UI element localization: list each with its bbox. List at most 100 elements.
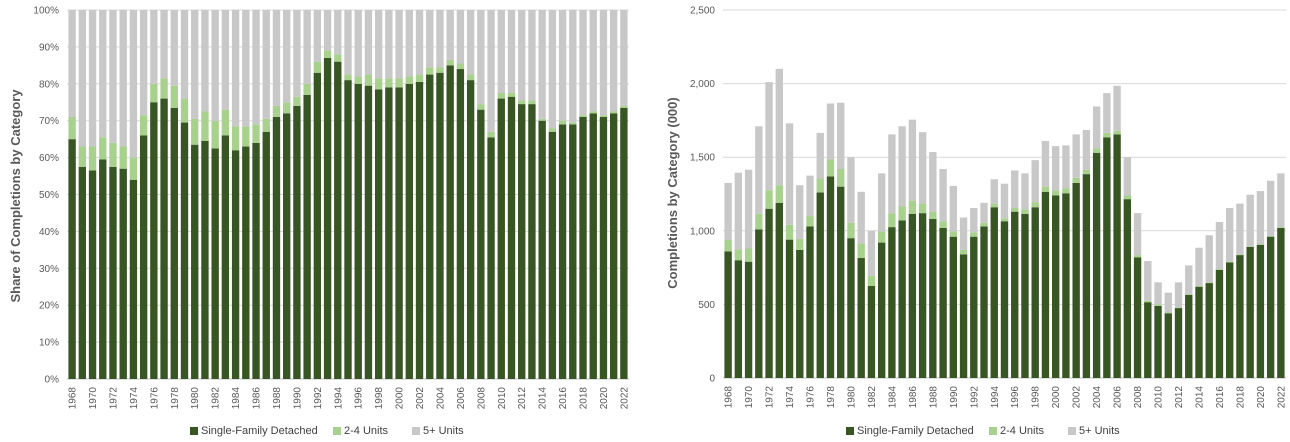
bar-segment-2-4-units-1989	[283, 102, 291, 114]
bar-segment-5-plus-units-1971	[755, 126, 763, 214]
bar-segment-5-plus-units-1981	[857, 191, 865, 244]
x-tick-label: 2018	[579, 387, 590, 410]
x-tick-label: 1990	[949, 386, 960, 409]
bar-segment-2-4-units-1991	[959, 249, 968, 255]
bar-segment-5-plus-units-1976	[806, 175, 814, 217]
y-tick-label: 20%	[39, 301, 59, 312]
bar-segment-single-family-1997	[1021, 213, 1029, 378]
y-tick-label: 80%	[39, 79, 59, 90]
bar-segment-2-4-units-2007	[1123, 195, 1132, 200]
x-tick-label: 2022	[619, 387, 630, 410]
bar-segment-single-family-1995	[1000, 221, 1009, 378]
bar-segment-2-4-units-1982	[867, 275, 876, 286]
bar-segment-single-family-2010	[497, 98, 505, 379]
bar-segment-5-plus-units-1979	[837, 102, 845, 169]
bar-segment-2-4-units-1993	[980, 222, 988, 227]
bar-segment-2-4-units-1985	[242, 126, 250, 147]
bar-segment-single-family-2007	[1123, 199, 1132, 378]
bar-segment-2-4-units-2011	[1164, 312, 1172, 314]
bar-segment-5-plus-units-1973	[119, 10, 127, 147]
bar-segment-single-family-2014	[1195, 286, 1203, 378]
bar-segment-5-plus-units-2007	[1123, 157, 1132, 196]
x-tick-label: 1990	[292, 387, 303, 410]
bar-segment-2-4-units-1990	[949, 231, 957, 237]
x-tick-label: 1972	[108, 387, 119, 410]
bar-segment-single-family-1997	[364, 85, 373, 379]
bar-segment-single-family-1999	[385, 87, 393, 380]
bar-segment-single-family-2002	[1072, 182, 1080, 378]
x-tick-label: 2006	[456, 387, 467, 410]
bar-segment-2-4-units-1981	[857, 243, 865, 259]
bar-segment-5-plus-units-1997	[1021, 173, 1029, 210]
bar-segment-2-4-units-1977	[160, 78, 168, 99]
bar-segment-single-family-2005	[1103, 137, 1111, 378]
bar-segment-5-plus-units-2014	[538, 10, 546, 119]
bar-segment-5-plus-units-2004	[436, 10, 444, 68]
bar-segment-2-4-units-2021	[1266, 235, 1275, 237]
bar-segment-single-family-1980	[847, 238, 855, 378]
bar-segment-single-family-1994	[334, 61, 342, 379]
bar-segment-2-4-units-1978	[826, 159, 835, 177]
bar-segment-single-family-1970	[88, 170, 97, 379]
legend-swatch-2	[412, 427, 420, 435]
x-tick-label: 1978	[170, 387, 181, 410]
bar-segment-5-plus-units-2016	[1215, 221, 1224, 270]
bar-segment-single-family-1996	[354, 83, 362, 380]
bar-segment-5-plus-units-1968	[724, 182, 732, 240]
x-tick-label: 2022	[1276, 386, 1287, 409]
bar-segment-2-4-units-1972	[765, 190, 773, 209]
x-tick-label: 1970	[88, 387, 99, 410]
bar-segment-single-family-2001	[405, 83, 413, 380]
x-tick-label: 1982	[867, 386, 878, 409]
x-tick-label: 1984	[887, 386, 898, 409]
bar-segment-5-plus-units-2003	[1082, 129, 1091, 170]
bar-segment-2-4-units-2019	[1246, 246, 1254, 247]
bar-segment-2-4-units-1979	[837, 168, 845, 187]
legend-swatch-0	[190, 427, 198, 435]
bar-segment-5-plus-units-1984	[888, 134, 896, 214]
bar-segment-2-4-units-2008	[477, 104, 485, 110]
bar-segment-single-family-1977	[160, 98, 168, 379]
legend-label: Single-Family Detached	[857, 425, 974, 437]
bar-segment-2-4-units-2018	[579, 115, 587, 118]
bar-segment-5-plus-units-2001	[405, 10, 413, 77]
x-tick-label: 1974	[129, 387, 140, 410]
completions-x-tick-labels: 1968 1970 1972 1974 1976 1978 1980 1982 1984 1986…	[724, 386, 1288, 409]
bar-segment-5-plus-units-1984	[231, 10, 240, 127]
bar-segment-5-plus-units-1987	[918, 132, 927, 204]
bar-segment-single-family-1973	[775, 202, 783, 378]
bar-segment-2-4-units-2010	[497, 93, 505, 99]
bar-segment-2-4-units-2021	[609, 111, 618, 114]
y-tick-label: 2,500	[690, 6, 715, 17]
bar-segment-2-4-units-2001	[1062, 188, 1070, 194]
bar-segment-2-4-units-1974	[129, 157, 138, 180]
bar-segment-5-plus-units-2015	[1205, 235, 1213, 283]
bar-segment-5-plus-units-1968	[68, 10, 76, 118]
bar-segment-5-plus-units-1977	[816, 132, 824, 179]
y-tick-label: 30%	[39, 264, 59, 275]
bar-segment-single-family-2012	[1174, 308, 1183, 378]
bar-segment-5-plus-units-2020	[1256, 191, 1265, 245]
bar-segment-single-family-2015	[548, 131, 557, 379]
bar-segment-5-plus-units-1990	[949, 185, 957, 232]
bar-segment-5-plus-units-1974	[785, 123, 794, 225]
bar-segment-single-family-1972	[765, 208, 773, 378]
bar-segment-5-plus-units-2006	[1113, 85, 1121, 131]
bar-segment-2-4-units-1987	[918, 203, 927, 214]
bar-segment-single-family-2018	[1236, 255, 1244, 378]
bar-segment-single-family-1986	[252, 142, 260, 379]
bar-segment-5-plus-units-1978	[826, 103, 835, 160]
share-y-axis-title: Share of Completions by Category	[8, 89, 23, 303]
bar-segment-single-family-2006	[1113, 134, 1121, 378]
y-tick-label: 70%	[39, 116, 59, 127]
bar-segment-single-family-1989	[939, 227, 947, 378]
bar-segment-2-4-units-1982	[211, 120, 219, 149]
bar-segment-5-plus-units-1985	[898, 126, 906, 207]
bar-segment-5-plus-units-2013	[1185, 265, 1193, 295]
bar-segment-2-4-units-1976	[806, 216, 814, 227]
bar-segment-5-plus-units-2004	[1092, 106, 1101, 149]
bar-segment-2-4-units-1980	[847, 222, 855, 239]
y-tick-label: 50%	[39, 190, 59, 201]
bar-segment-2-4-units-1975	[139, 115, 148, 136]
bar-segment-single-family-2011	[507, 96, 516, 380]
